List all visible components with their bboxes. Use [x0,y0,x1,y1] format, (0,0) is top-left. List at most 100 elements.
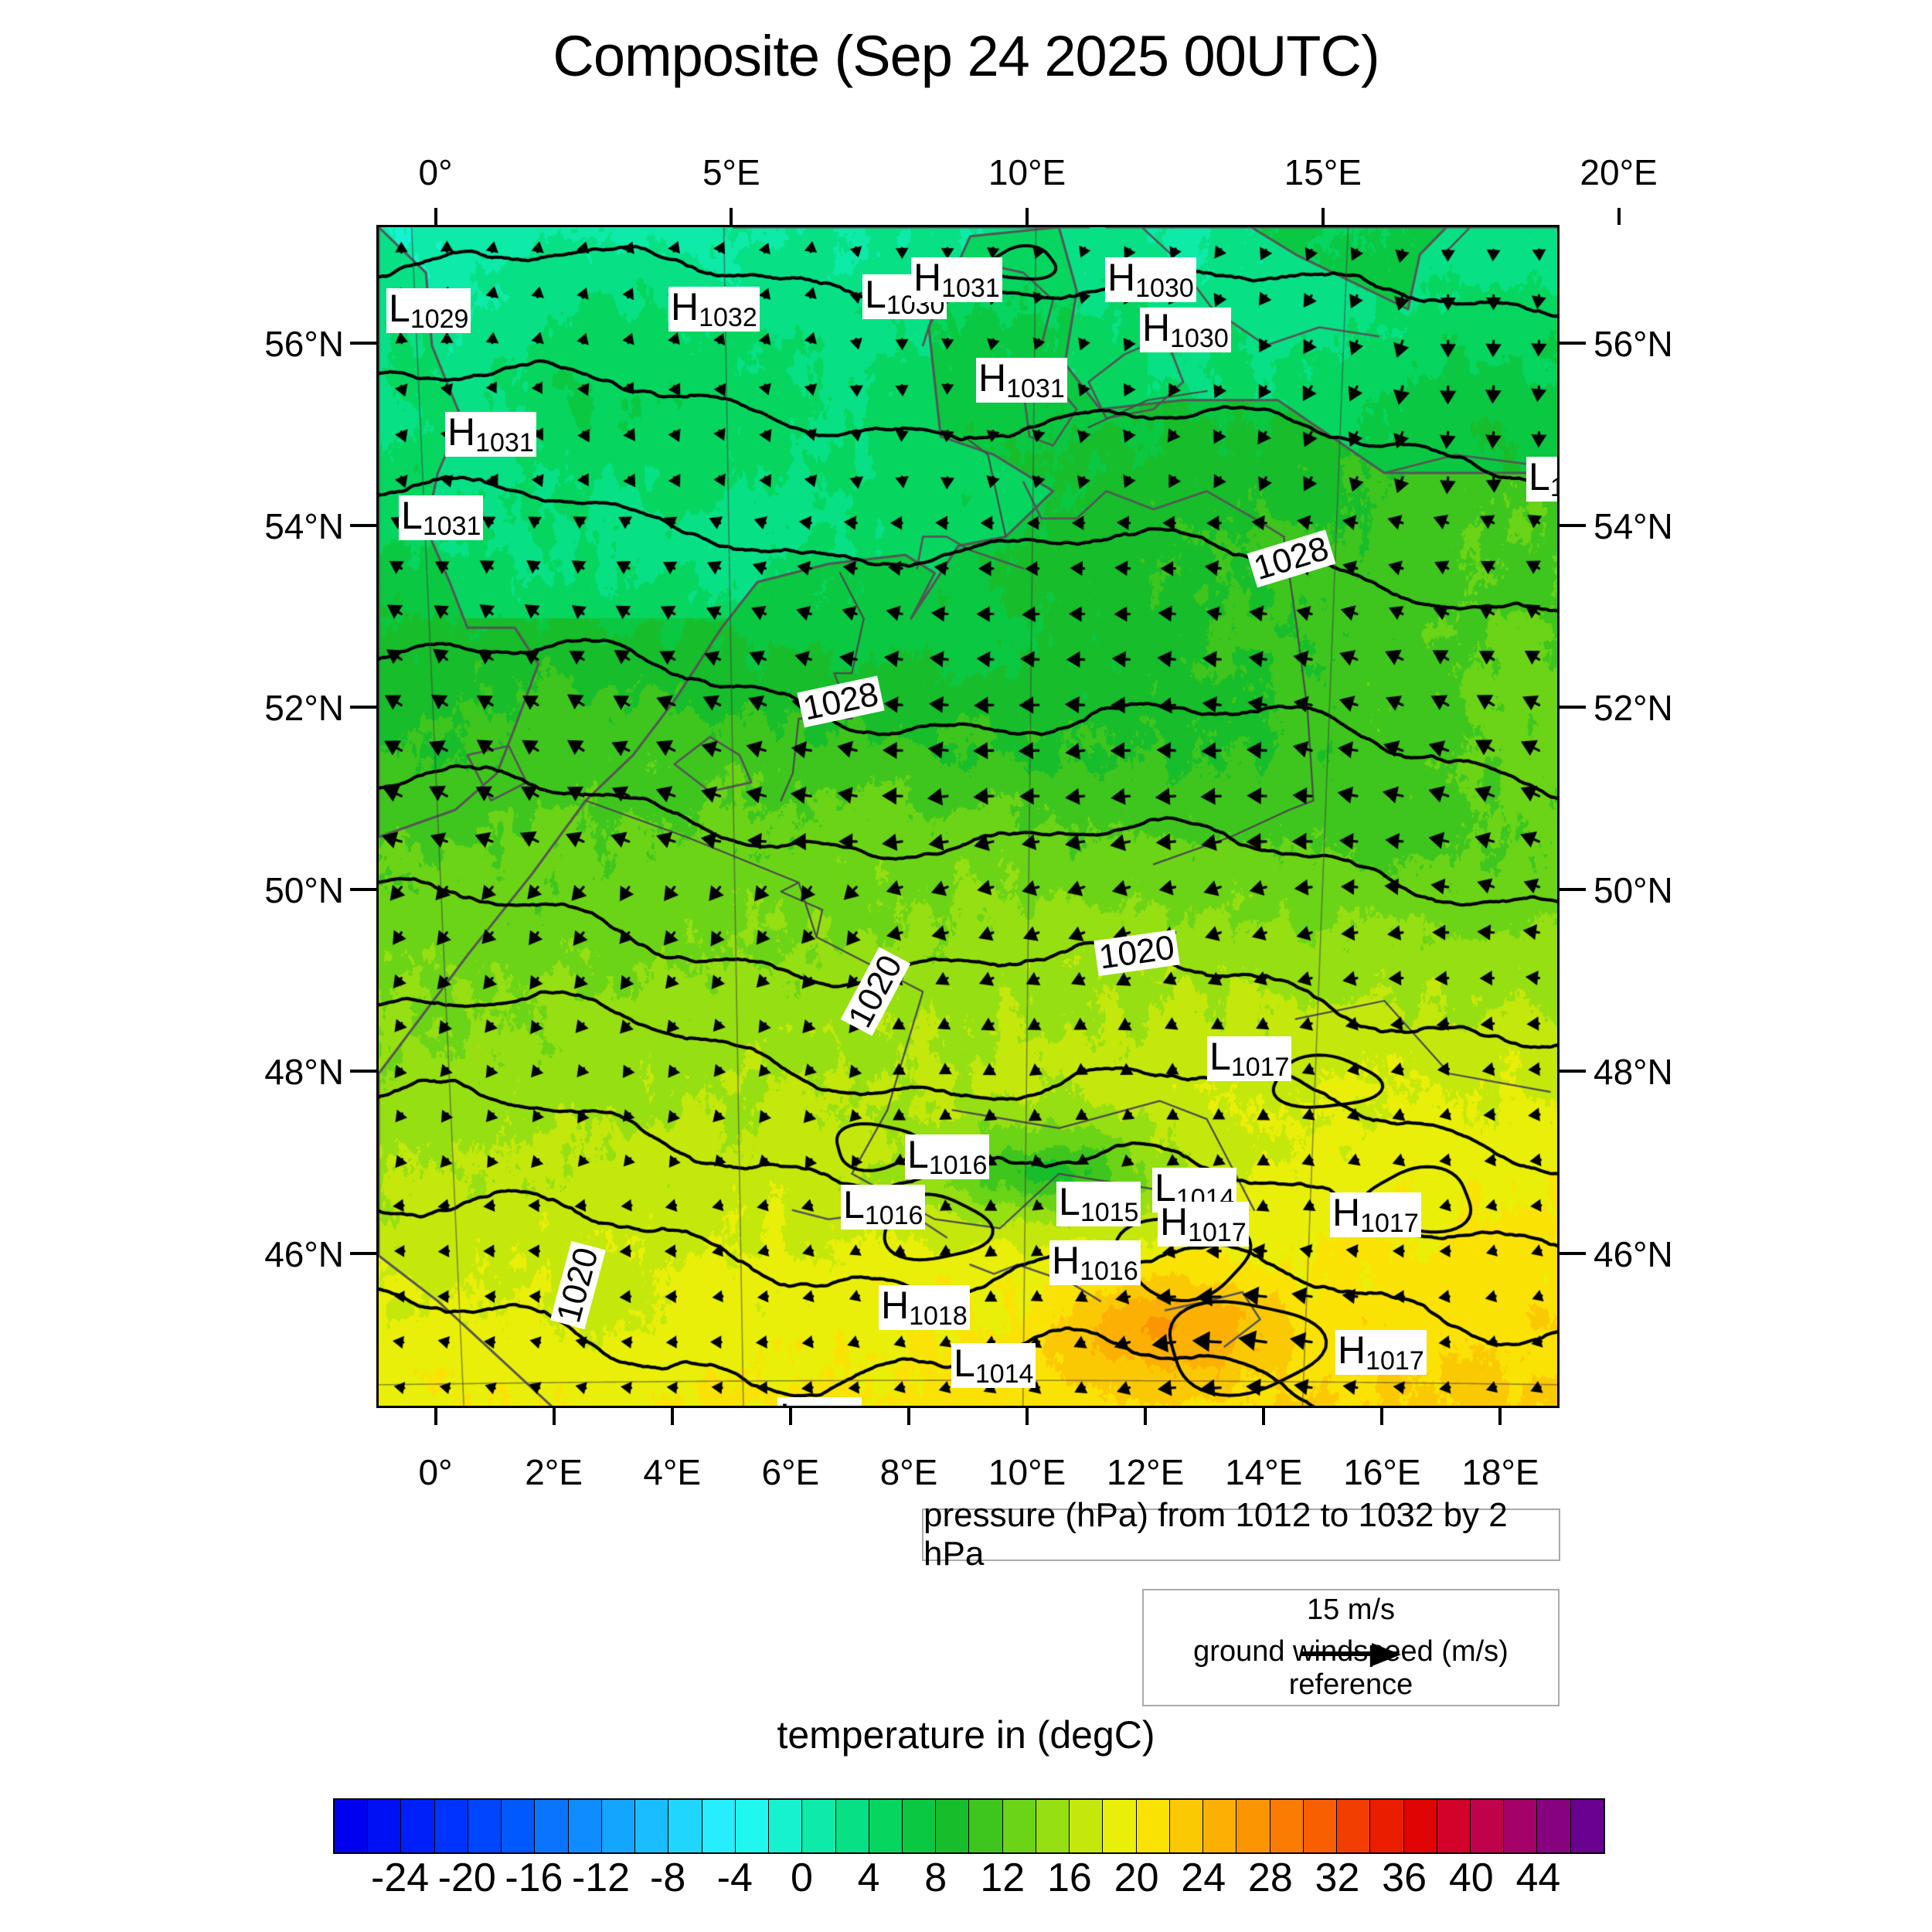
pressure-extremum-type: H [1107,256,1136,299]
colorbar-tick-label: 44 [1515,1855,1561,1900]
pressure-extremum-value: 1017 [1230,1053,1290,1082]
pressure-extremum-label: H1018 [879,1285,970,1330]
bottom-axis-tick-label-8: 16°E [1343,1452,1421,1492]
axis-tick [1144,1408,1148,1425]
colorbar-cell[interactable] [1403,1800,1437,1852]
colorbar-cell[interactable] [1002,1800,1036,1852]
colorbar-cell[interactable] [1236,1800,1270,1852]
colorbar-cell[interactable] [1504,1800,1538,1852]
colorbar-cell[interactable] [1070,1800,1104,1852]
pressure-extremum-type: H [913,256,942,299]
axis-tick [1617,208,1621,225]
colorbar-tick-label: -20 [437,1855,496,1900]
colorbar-cell[interactable] [468,1800,502,1852]
colorbar-cell[interactable] [668,1800,702,1852]
colorbar-cell[interactable] [1203,1800,1237,1852]
axis-tick [1380,1408,1384,1425]
colorbar-cell[interactable] [869,1800,903,1852]
pressure-extremum-label: H1017 [1158,1202,1249,1247]
map-frame[interactable]: L1029H1032L1030H1031H1030H1030H1031L10H1… [376,225,1560,1408]
colorbar-cell[interactable] [1136,1800,1170,1852]
colorbar-cell[interactable] [835,1800,869,1852]
colorbar-cell[interactable] [1370,1800,1404,1852]
colorbar-tick-label: 28 [1247,1855,1293,1900]
axis-tick [434,1408,437,1425]
colorbar-cell[interactable] [401,1800,435,1852]
colorbar-cell[interactable] [1337,1800,1371,1852]
colorbar-cell[interactable] [502,1800,536,1852]
axis-tick [350,523,376,527]
colorbar-cell[interactable] [368,1800,402,1852]
axis-tick [1321,208,1325,225]
colorbar-cell[interactable] [1270,1800,1304,1852]
right-axis-tick-label-5: 46°N [1594,1233,1673,1274]
colorbar-cell[interactable] [769,1800,803,1852]
left-axis-tick-label-2: 52°N [264,688,344,729]
pressure-extremum-type: H [1332,1191,1361,1234]
bottom-axis-tick-label-5: 10°E [988,1452,1066,1492]
colorbar-cell[interactable] [802,1800,836,1852]
pressure-extremum-label: H1017 [1335,1330,1427,1375]
right-axis-tick-label-1: 54°N [1594,505,1673,546]
colorbar-cell[interactable] [1437,1800,1471,1852]
colorbar-cell[interactable] [902,1800,937,1852]
map-panel[interactable]: L1029H1032L1030H1031H1030H1030H1031L10H1… [376,225,1560,1408]
pressure-extremum-label: H1017 [1330,1192,1421,1237]
colorbar-cell[interactable] [1169,1800,1204,1852]
colorbar-cell[interactable] [601,1800,636,1852]
colorbar-cell[interactable] [535,1800,569,1852]
pressure-extremum-label: L1015 [1056,1182,1141,1226]
colorbar[interactable] [333,1798,1605,1854]
axis-tick [1560,1070,1586,1073]
colorbar-tick-label: 20 [1114,1855,1159,1900]
pressure-extremum-label: L1029 [386,288,471,333]
pressure-extremum-label: L10 [1526,457,1557,502]
colorbar-cell[interactable] [969,1800,1003,1852]
axis-tick [906,1408,910,1425]
axis-tick [670,1408,674,1425]
top-axis-tick-label-4: 20°E [1580,152,1658,192]
pressure-legend-box: pressure (hPa) from 1012 to 1032 by 2 hP… [922,1496,1560,1573]
colorbar-cell[interactable] [1570,1800,1604,1852]
colorbar-cell[interactable] [702,1800,736,1852]
pressure-legend-text: pressure (hPa) from 1012 to 1032 by 2 hP… [923,1496,1508,1573]
colorbar-cell[interactable] [568,1800,602,1852]
left-axis-tick-label-5: 46°N [264,1233,344,1274]
top-axis-tick-label-3: 15°E [1284,152,1362,192]
colorbar-tick-label: -4 [716,1855,753,1900]
axis-tick [1026,1408,1029,1425]
left-axis-tick-label-4: 48°N [264,1052,344,1093]
colorbar-cell[interactable] [1470,1800,1505,1852]
colorbar-cell[interactable] [936,1800,970,1852]
colorbar-cell[interactable] [735,1800,770,1852]
pressure-extremum-label: L1017 [1207,1036,1292,1082]
pressure-extremum-value: 1015 [1080,1198,1139,1227]
axis-tick [730,208,733,225]
pressure-extremum-value: 1017 [1188,1218,1247,1247]
pressure-extremum-type: L [401,494,423,537]
top-axis-tick-label-0: 0° [418,152,453,192]
pressure-extremum-value: 1031 [941,274,1000,303]
colorbar-cell[interactable] [335,1800,369,1852]
colorbar-cell[interactable] [1303,1800,1338,1852]
colorbar-cell[interactable] [1537,1800,1571,1852]
top-axis-tick-label-2: 10°E [988,152,1066,192]
axis-tick [350,887,376,891]
pressure-extremum-label: H1030 [1105,257,1196,302]
pressure-extremum-value: 1017 [1366,1346,1424,1376]
colorbar-cell[interactable] [1103,1800,1137,1852]
pressure-extremum-type: L [843,1183,865,1226]
top-axis-tick-label-1: 5°E [702,152,760,192]
colorbar-cells[interactable] [333,1798,1605,1854]
pressure-extremum-value: 1018 [909,1301,968,1331]
colorbar-cell[interactable] [434,1800,468,1852]
pressure-extremum-label: L1015 [777,1397,862,1406]
left-axis-tick-label-3: 50°N [264,869,344,910]
axis-tick [788,1408,792,1425]
pressure-extremum-value: 1030 [1135,274,1194,303]
axis-tick [350,1251,376,1255]
colorbar-cell[interactable] [635,1800,669,1852]
axis-tick [1560,1251,1586,1255]
right-axis-tick-label-2: 52°N [1594,688,1673,729]
colorbar-cell[interactable] [1036,1800,1070,1852]
